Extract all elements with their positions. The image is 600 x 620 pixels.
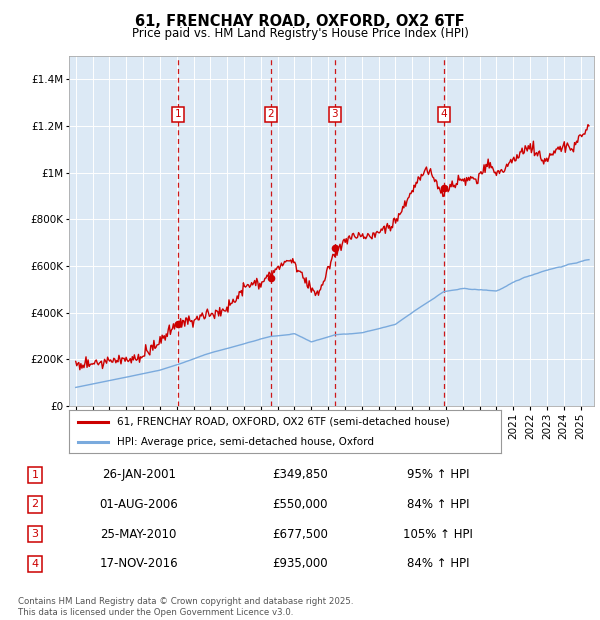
Text: £349,850: £349,850 <box>272 468 328 481</box>
Text: 25-MAY-2010: 25-MAY-2010 <box>101 528 177 541</box>
Text: 2: 2 <box>267 109 274 119</box>
Text: £677,500: £677,500 <box>272 528 328 541</box>
Text: Contains HM Land Registry data © Crown copyright and database right 2025.
This d: Contains HM Land Registry data © Crown c… <box>18 598 353 617</box>
Text: 84% ↑ HPI: 84% ↑ HPI <box>407 557 469 570</box>
Text: 01-AUG-2006: 01-AUG-2006 <box>100 498 178 511</box>
Text: £935,000: £935,000 <box>272 557 328 570</box>
Text: 1: 1 <box>175 109 181 119</box>
Text: 17-NOV-2016: 17-NOV-2016 <box>100 557 178 570</box>
Text: Price paid vs. HM Land Registry's House Price Index (HPI): Price paid vs. HM Land Registry's House … <box>131 27 469 40</box>
Text: 1: 1 <box>32 470 38 480</box>
Text: £550,000: £550,000 <box>272 498 328 511</box>
Text: 105% ↑ HPI: 105% ↑ HPI <box>403 528 473 541</box>
Text: 4: 4 <box>440 109 447 119</box>
Text: 3: 3 <box>332 109 338 119</box>
Text: 84% ↑ HPI: 84% ↑ HPI <box>407 498 469 511</box>
Text: 61, FRENCHAY ROAD, OXFORD, OX2 6TF: 61, FRENCHAY ROAD, OXFORD, OX2 6TF <box>135 14 465 29</box>
Text: 95% ↑ HPI: 95% ↑ HPI <box>407 468 469 481</box>
Text: 4: 4 <box>31 559 38 569</box>
Text: 3: 3 <box>32 529 38 539</box>
Text: HPI: Average price, semi-detached house, Oxford: HPI: Average price, semi-detached house,… <box>116 437 374 447</box>
Text: 2: 2 <box>31 500 38 510</box>
Text: 26-JAN-2001: 26-JAN-2001 <box>102 468 176 481</box>
Text: 61, FRENCHAY ROAD, OXFORD, OX2 6TF (semi-detached house): 61, FRENCHAY ROAD, OXFORD, OX2 6TF (semi… <box>116 417 449 427</box>
